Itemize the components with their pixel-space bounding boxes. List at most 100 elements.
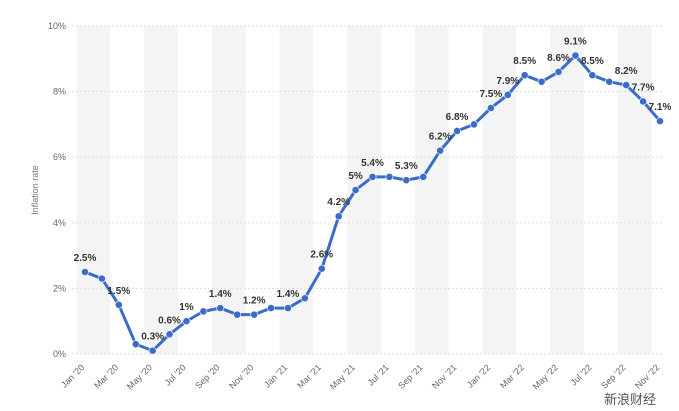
y-tick-label: 4% — [53, 218, 66, 228]
x-tick-label: Jan '22 — [465, 362, 492, 389]
y-tick-label: 0% — [53, 349, 66, 359]
data-point — [334, 212, 343, 221]
data-point — [554, 68, 563, 76]
data-point — [131, 340, 140, 349]
data-point — [81, 268, 89, 276]
x-tick-label: Nov '22 — [633, 362, 661, 390]
data-labels: 2.5% 1.5% 0.3% 0.6% 1% 1.4% 1.2% 1.4% 2.6% 4.2% 5%… — [74, 37, 672, 343]
y-axis-ticks: 0% 2% 4% 6% 8% 10% — [48, 21, 66, 359]
data-point — [351, 186, 360, 194]
background-band — [550, 26, 584, 354]
data-label: 8.5% — [513, 56, 536, 67]
x-tick-label: Jan '20 — [59, 362, 86, 389]
background-bands — [76, 26, 652, 354]
data-label: 2.5% — [74, 253, 97, 264]
data-label: 1.4% — [277, 289, 300, 300]
y-axis-title: Inflation rate — [30, 165, 40, 215]
x-tick-label: Mar '20 — [92, 362, 120, 390]
watermark-text: 新浪财经 — [604, 392, 656, 407]
data-point — [233, 310, 242, 319]
data-label: 5% — [348, 171, 363, 182]
data-point — [622, 81, 631, 89]
background-band — [482, 26, 517, 354]
y-tick-label: 10% — [48, 21, 66, 31]
data-label: 8.5% — [581, 56, 604, 67]
data-point — [571, 51, 580, 60]
data-label: 5.3% — [395, 161, 418, 172]
data-point — [300, 294, 309, 303]
data-point — [470, 120, 478, 129]
data-label: 1% — [179, 302, 194, 313]
x-tick-label: Jul '21 — [366, 362, 391, 387]
gridlines — [72, 25, 664, 355]
data-label: 1.4% — [209, 289, 232, 300]
data-label: 6.8% — [446, 112, 469, 123]
data-label: 1.5% — [107, 286, 130, 297]
x-tick-label: Sep '21 — [396, 362, 424, 390]
data-label: 7.5% — [479, 89, 502, 100]
data-label: 7.7% — [632, 82, 655, 93]
y-tick-label: 6% — [53, 152, 66, 162]
data-point — [98, 274, 106, 283]
data-point — [148, 346, 157, 355]
x-tick-label: Jul '20 — [163, 362, 188, 387]
data-point — [486, 104, 495, 112]
data-point — [199, 307, 208, 316]
data-point — [216, 304, 225, 312]
x-tick-label: Nov '21 — [430, 362, 458, 390]
data-point — [165, 330, 174, 339]
y-tick-label: 2% — [53, 283, 66, 293]
background-band — [617, 26, 652, 354]
data-point — [639, 97, 647, 106]
background-band — [414, 26, 449, 354]
data-point — [419, 172, 428, 181]
x-tick-label: Mar '21 — [295, 362, 323, 390]
data-point — [267, 304, 275, 312]
data-point — [284, 304, 292, 312]
x-tick-label: Sep '22 — [599, 362, 627, 390]
data-point — [503, 90, 512, 99]
data-point — [250, 310, 259, 319]
background-band — [211, 26, 246, 354]
x-tick-label: May '22 — [531, 362, 560, 391]
data-label: 8.6% — [547, 53, 570, 64]
data-label: 7.1% — [649, 102, 672, 113]
data-label: 7.9% — [496, 76, 519, 87]
x-axis-ticks: Jan '20 Mar '20 May '20 Jul '20 Sep '20 Nov '… — [59, 362, 661, 391]
x-tick-label: May '21 — [328, 362, 357, 391]
series-inflation — [81, 51, 664, 355]
y-tick-label: 8% — [53, 87, 66, 97]
data-label: 8.2% — [615, 66, 638, 77]
data-point — [436, 146, 445, 155]
data-point — [537, 77, 546, 86]
data-label: 6.2% — [429, 132, 452, 143]
data-point — [368, 172, 377, 181]
data-point — [453, 127, 461, 135]
data-label: 2.6% — [310, 250, 333, 261]
data-label: 4.2% — [327, 197, 350, 208]
data-label: 9.1% — [564, 37, 587, 48]
data-label: 1.2% — [243, 296, 266, 307]
background-band — [144, 26, 179, 354]
background-band — [76, 26, 111, 354]
data-point — [317, 264, 326, 273]
x-tick-label: Mar '22 — [498, 362, 526, 390]
x-tick-label: Nov '20 — [227, 362, 255, 390]
data-point — [588, 71, 597, 80]
data-point — [656, 117, 664, 126]
data-point — [402, 176, 411, 185]
data-label: 0.6% — [158, 315, 181, 326]
data-point — [114, 300, 123, 309]
data-point — [182, 317, 191, 326]
x-tick-label: Jul '22 — [568, 362, 593, 387]
data-label: 0.3% — [141, 332, 164, 343]
data-label: 5.4% — [361, 158, 384, 169]
x-tick-label: Jan '21 — [262, 362, 289, 389]
x-tick-label: Sep '20 — [193, 362, 221, 390]
data-point — [605, 77, 614, 86]
data-point — [385, 172, 394, 181]
data-point — [520, 71, 529, 80]
x-tick-label: May '20 — [125, 362, 154, 391]
